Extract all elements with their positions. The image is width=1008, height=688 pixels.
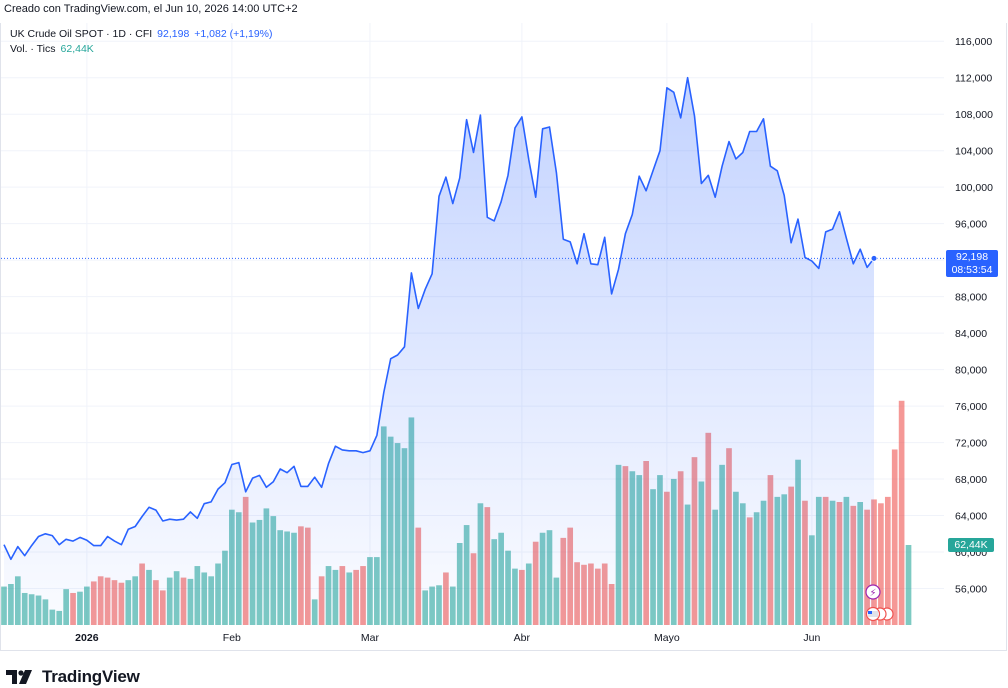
us-flag-icon (868, 611, 878, 617)
lightning-glyph-icon: ⚡ (869, 588, 876, 599)
y-tick-label: 116,000 (955, 36, 992, 48)
y-tick-label: 88,000 (955, 292, 987, 304)
event-icons[interactable]: ⚡ (865, 584, 894, 622)
y-tick-label: 64,000 (955, 511, 987, 523)
volume-bar (898, 400, 905, 625)
time-axis[interactable]: 2026 Feb Mar Abr Mayo Jun (75, 632, 820, 644)
lightning-event-icon[interactable] (865, 584, 881, 600)
chart-frame (0, 23, 1007, 651)
x-tick-label: Jun (803, 632, 820, 644)
last-price-dot (870, 254, 878, 262)
y-tick-label: 100,000 (955, 182, 993, 194)
bar-countdown: 08:53:54 (951, 264, 993, 277)
volume-bar (884, 496, 891, 625)
y-tick-label: 108,000 (955, 109, 993, 121)
price-line (3, 76, 875, 561)
footer-brand[interactable]: TradingView (6, 666, 140, 688)
tradingview-logo-icon (6, 670, 32, 684)
x-tick-label: Feb (223, 632, 241, 644)
x-tick-label: Abr (514, 632, 531, 644)
y-tick-label: 68,000 (955, 474, 987, 486)
last-price-tag: 92,198 08:53:54 (946, 250, 998, 278)
volume-bar (878, 503, 884, 625)
last-price-tag-value: 92,198 (955, 251, 989, 264)
price-axis[interactable]: 56,00060,00064,00068,00072,00076,00080,0… (955, 36, 993, 595)
us-flag-canton-icon (868, 611, 872, 614)
x-tick-label: 2026 (75, 632, 99, 644)
y-tick-label: 112,000 (955, 73, 992, 85)
y-tick-label: 96,000 (955, 219, 987, 231)
y-tick-label: 72,000 (955, 438, 987, 450)
volume-indicator-value: 62,44K (60, 43, 94, 55)
y-tick-label: 84,000 (955, 328, 987, 340)
y-tick-label: 104,000 (955, 146, 993, 158)
price-change-value: +1,082 (+1,19%) (194, 28, 273, 40)
chart-legend: UK Crude Oil SPOT · 1D · CFI 92,198 +1,082… (10, 27, 273, 57)
price-area-fill (4, 77, 874, 625)
last-price-value: 92,198 (157, 28, 190, 40)
y-tick-label: 56,000 (955, 584, 987, 596)
y-tick-label: 80,000 (955, 365, 987, 377)
volume-tag: 62,44K (948, 537, 994, 552)
volume-indicator-label: Vol. · Tics (10, 43, 56, 55)
x-tick-label: Mayo (654, 632, 680, 644)
symbol-label: UK Crude Oil SPOT · 1D · CFI (10, 28, 153, 40)
tradingview-brand-text: TradingView (42, 667, 140, 686)
y-tick-label: 76,000 (955, 401, 987, 413)
volume-bar (905, 544, 912, 625)
volume-bar (891, 449, 898, 625)
created-with-caption: Creado con TradingView.com, el Jun 10, 2… (4, 3, 298, 15)
x-tick-label: Mar (361, 632, 380, 644)
